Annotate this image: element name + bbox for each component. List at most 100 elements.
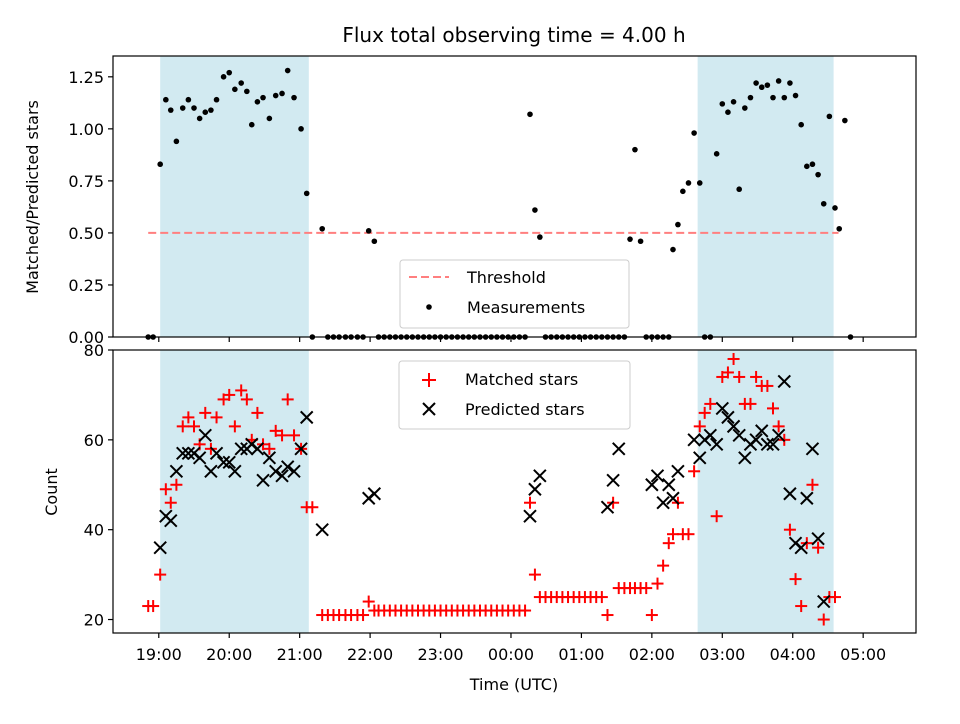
measurements-point	[365, 228, 372, 234]
predicted-stars-point-b	[169, 464, 184, 478]
measurements-point	[298, 126, 304, 132]
measurements-point	[691, 130, 697, 136]
measurements-point	[226, 69, 233, 76]
predicted-stars-point-b	[687, 433, 701, 447]
matched-stars-point	[176, 420, 189, 433]
predicted-stars-point-b	[766, 437, 780, 452]
predicted-stars-point	[275, 469, 289, 483]
measurements-point	[770, 94, 776, 101]
matched-stars-point	[662, 537, 675, 550]
measurements-point	[371, 238, 378, 245]
predicted-stars-point	[666, 491, 680, 505]
measurements-point	[537, 234, 543, 240]
measurements-point	[696, 180, 703, 186]
matched-stars-point	[235, 384, 248, 397]
matched-stars-point	[727, 352, 740, 365]
measurements-point	[747, 94, 754, 101]
ratio-y-axis-label: Matched/Predicted stars	[23, 100, 42, 294]
predicted-stars-point	[198, 428, 212, 443]
measurements-point	[220, 74, 227, 80]
measurements-point	[157, 161, 163, 168]
predicted-stars-point	[181, 446, 196, 461]
measurements-point	[730, 98, 737, 105]
x-tick-label: 23:00	[417, 645, 463, 664]
ratio-legend-box	[399, 259, 630, 329]
matched-stars-point	[251, 406, 264, 419]
matched-stars-point	[159, 483, 172, 496]
predicted-stars-point-b	[228, 464, 242, 478]
ratio-panel-frame	[112, 55, 917, 338]
predicted-stars-point-b	[176, 446, 190, 461]
predicted-stars-point-b	[315, 522, 329, 537]
predicted-stars-point	[280, 460, 295, 474]
predicted-stars-point	[315, 522, 329, 537]
predicted-stars-point	[367, 487, 382, 501]
predicted-stars-point	[800, 491, 814, 505]
predicted-stars-point	[794, 540, 808, 555]
measurements-point	[719, 101, 726, 107]
predicted-stars-point-b	[262, 451, 277, 465]
measurements-point	[527, 111, 533, 118]
predicted-stars-point-b	[693, 451, 707, 465]
matched-stars-point	[789, 573, 802, 586]
predicted-stars-point-b	[234, 442, 248, 456]
measurements-point	[202, 109, 209, 115]
predicted-stars-point-b	[198, 428, 212, 443]
matched-stars-point	[693, 420, 706, 433]
predicted-stars-point	[606, 473, 620, 487]
measurements-point	[725, 109, 731, 115]
predicted-stars-point	[204, 464, 218, 478]
predicted-stars-point	[222, 455, 236, 470]
x-tick-label: 04:00	[770, 645, 816, 664]
measurements-point	[167, 107, 174, 113]
observing-window-1	[697, 56, 834, 337]
measurements-point	[232, 86, 238, 93]
predicted-stars-point	[687, 433, 701, 447]
predicted-stars-point	[533, 469, 547, 483]
matched-stars-point	[761, 379, 774, 392]
measurements-point	[319, 225, 326, 232]
measurements-point	[675, 221, 681, 228]
measurements-point	[826, 113, 833, 120]
x-tick-label: 19:00	[136, 645, 182, 664]
predicted-stars-point-b	[783, 487, 797, 501]
predicted-stars-point	[250, 442, 265, 456]
predicted-stars-point	[671, 464, 685, 478]
measurements-point	[291, 94, 297, 101]
predicted-stars-point	[732, 428, 746, 443]
measurements-point	[532, 207, 538, 213]
matched-stars-point	[688, 465, 701, 478]
y-tick-label: 0.00	[68, 328, 104, 347]
matched-stars-point	[188, 420, 201, 433]
predicted-stars-point-b	[275, 469, 289, 483]
x-tick-label: 02:00	[629, 645, 675, 664]
measurements-point	[758, 84, 765, 91]
matched-stars-point	[710, 510, 723, 523]
predicted-stars-point-b	[204, 464, 218, 478]
matched-stars-point	[750, 370, 763, 383]
matched-stars-point	[601, 609, 614, 622]
predicted-stars-point-b	[222, 455, 236, 470]
matched-stars-point	[223, 388, 236, 401]
predicted-stars-point	[169, 464, 184, 478]
measurements-point	[254, 98, 261, 105]
measurements-point	[798, 121, 804, 128]
measurements-point	[279, 90, 285, 97]
matched-stars-point	[812, 541, 825, 554]
predicted-stars-point	[738, 451, 752, 465]
predicted-stars-point	[612, 442, 626, 456]
matched-stars-point	[281, 393, 294, 406]
measurements-point	[753, 80, 759, 86]
predicted-stars-point	[234, 442, 248, 456]
matched-stars-point	[263, 442, 276, 455]
measurements-point	[185, 96, 192, 103]
measurements-point	[815, 171, 821, 178]
predicted-stars-point-b	[656, 496, 670, 510]
predicted-stars-point-b	[817, 594, 831, 609]
matched-stars-point	[721, 366, 734, 379]
measurements-point	[836, 225, 843, 232]
predicted-stars-point	[662, 478, 676, 492]
matched-stars-point	[523, 496, 536, 509]
measurements-point	[213, 96, 220, 103]
